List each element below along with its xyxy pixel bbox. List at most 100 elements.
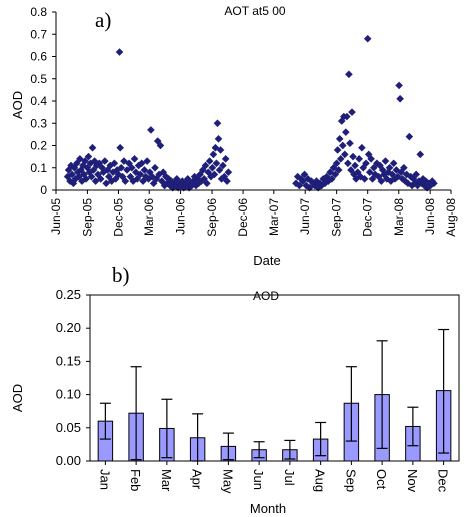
scatter-point [216, 146, 225, 154]
panel-a-x-tick-label: Aug-08 [444, 198, 458, 237]
scatter-point [373, 159, 381, 168]
scatter-point [389, 159, 398, 168]
panel-a-x-tick-label: Sep-06 [205, 198, 219, 237]
scatter-point [381, 157, 390, 165]
panel-b-y-tick-label: 0.15 [56, 353, 81, 368]
scatter-point [300, 170, 309, 179]
panel-a-y-tick-label: 0.5 [30, 72, 47, 86]
scatter-point [96, 174, 105, 183]
scatter-point [385, 163, 394, 172]
panel-a-y-tick-label: 0.6 [30, 50, 47, 64]
panel-b-y-tick-label: 0.00 [56, 453, 81, 468]
panel-b-x-tick-label: Jan [97, 469, 112, 490]
scatter-point [363, 34, 372, 43]
scatter-point [147, 126, 155, 134]
scatter-point [82, 174, 90, 183]
panel-b-x-tick-label: May [220, 469, 235, 494]
scatter-point [346, 139, 354, 148]
panel-b-letter: b) [112, 263, 130, 287]
panel-b-y-tick-label: 0.20 [56, 320, 81, 335]
panel-b-y-axis-label: AOD [10, 384, 25, 412]
scatter-point [100, 157, 109, 165]
scatter-point [333, 146, 342, 154]
panel-b-x-tick-label: Aug [313, 469, 328, 492]
scatter-point [334, 166, 343, 174]
scatter-point [335, 134, 344, 143]
panel-b-x-tick-label: Jun [251, 469, 266, 490]
panel-a-x-axis-label: Date [253, 253, 280, 268]
scatter-point [72, 159, 81, 168]
panel-b-x-tick-label: Dec [436, 469, 451, 493]
scatter-point [367, 154, 375, 163]
scatter-point [219, 161, 227, 170]
panel-a-x-tick-label: Mar-08 [392, 198, 406, 236]
scatter-point [140, 166, 149, 174]
scatter-point [156, 141, 165, 150]
scatter-point [224, 168, 233, 177]
scatter-point [365, 168, 374, 177]
panel-a-x-tick-label: Jun-07 [298, 198, 312, 235]
scatter-point [336, 154, 345, 163]
scatter-point [68, 170, 76, 179]
scatter-point [117, 163, 126, 172]
scatter-point [396, 94, 405, 103]
scatter-point [362, 159, 370, 168]
scatter-point [205, 157, 214, 165]
scatter-point [369, 163, 378, 172]
panel-a-y-tick-label: 0.4 [30, 94, 47, 108]
panel-b-x-tick-label: Oct [374, 469, 389, 490]
scatter-point [360, 174, 369, 183]
scatter-point [121, 177, 130, 185]
panel-a-x-tick-label: Mar-07 [267, 198, 281, 236]
scatter-point [213, 119, 222, 128]
scatter-point [214, 134, 223, 143]
panel-b-bar: b) AOD AOD Month 0.00 0.05 0.10 0.15 0.20 0.2… [10, 263, 460, 516]
scatter-point [332, 159, 341, 168]
scatter-point [356, 172, 365, 181]
panel-a-x-tick-label: Dec-06 [236, 198, 250, 237]
scatter-point [377, 177, 386, 185]
scatter-point [115, 48, 124, 56]
panel-a-x-tick-label: Jun-06 [174, 198, 188, 235]
scatter-point [223, 177, 231, 185]
scatter-point [395, 81, 403, 90]
panel-a-x-tick-label: Dec-05 [111, 198, 125, 237]
scatter-point [116, 143, 125, 152]
scatter-point [137, 159, 146, 168]
scatter-point [127, 163, 136, 172]
scatter-point [412, 170, 421, 179]
scatter-point [327, 174, 336, 183]
panel-a-x-tick-label: Mar-06 [142, 198, 156, 236]
scatter-point [351, 161, 359, 170]
panel-b-x-tick-label: Mar [159, 469, 174, 492]
scatter-point [344, 159, 352, 168]
scatter-point [358, 143, 366, 152]
scatter-point [331, 170, 340, 179]
panel-a-x-tick-label: Dec-07 [361, 198, 375, 237]
panel-a-x-tick-label: Jun-05 [49, 198, 63, 235]
scatter-point [430, 179, 438, 188]
scatter-point [345, 70, 353, 79]
panel-b-x-axis-label: Month [250, 501, 286, 516]
panel-b-x-tick-label: Sep [343, 469, 358, 492]
panel-a-y-tick-label: 0.3 [30, 116, 47, 130]
panel-a-x-tick-label: Sep-07 [330, 198, 344, 237]
scatter-point [405, 132, 414, 141]
scatter-point [221, 154, 230, 163]
panel-a-y-tick-label: 0 [40, 183, 47, 197]
scatter-point [342, 112, 351, 121]
scatter-point [87, 172, 96, 181]
panel-b-x-tick-label: Feb [128, 469, 143, 491]
scatter-point [84, 152, 93, 161]
scatter-point [67, 161, 75, 170]
scatter-point [133, 174, 142, 183]
panel-b-plot-frame [89, 294, 460, 462]
panel-b-x-tick-label: Apr [190, 469, 205, 490]
scatter-point [89, 166, 98, 174]
scatter-point [110, 159, 119, 168]
panel-a-scatter: a) AOT at5 00 AOD Date 0 0.1 0.2 0.3 0.4 0.5 0… [10, 4, 458, 268]
scatter-point [81, 157, 89, 165]
scatter-point [201, 161, 210, 170]
panel-b-title: AOD [253, 289, 279, 303]
scatter-point [136, 170, 145, 179]
